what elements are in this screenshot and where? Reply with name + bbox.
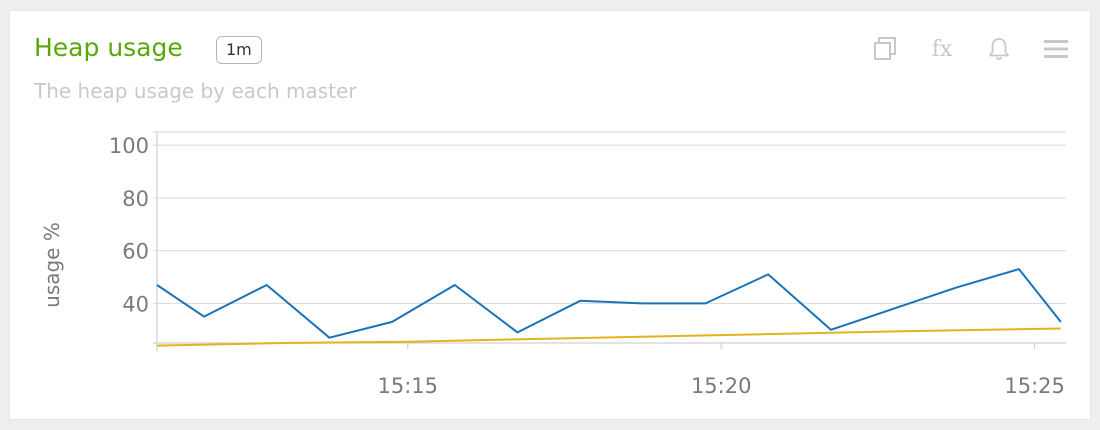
x-tick-label: 15:25 [1004, 374, 1065, 398]
panel-subtitle: The heap usage by each master [34, 79, 357, 103]
x-tick-label: 15:15 [377, 374, 438, 398]
menu-icon[interactable] [1040, 33, 1072, 65]
panel-toolbar: fx [869, 33, 1072, 65]
copy-icon[interactable] [869, 33, 901, 65]
fx-icon[interactable]: fx [926, 33, 958, 65]
y-axis-label: usage % [40, 222, 64, 308]
heap-usage-panel: Heap usage 1m The heap usage by each mas… [9, 10, 1091, 420]
y-tick-label: 60 [122, 240, 149, 264]
series-line-2 [156, 327, 1061, 347]
fx-label: fx [931, 36, 953, 62]
y-tick-label: 80 [122, 187, 149, 211]
x-tick-label: 15:20 [691, 374, 752, 398]
series-line-1 [156, 268, 1062, 339]
y-tick-label: 40 [122, 292, 149, 316]
interval-badge: 1m [216, 36, 262, 64]
panel-title[interactable]: Heap usage [34, 33, 183, 62]
bell-icon[interactable] [983, 33, 1015, 65]
y-tick-label: 100 [109, 134, 149, 158]
